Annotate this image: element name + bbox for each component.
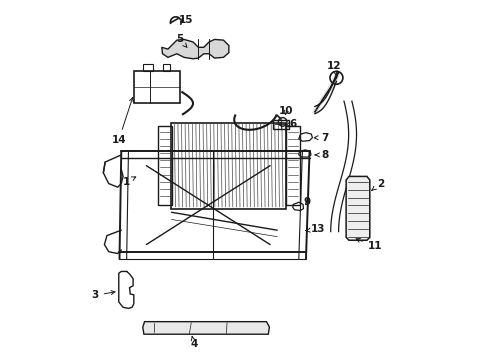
Text: 7: 7 — [314, 133, 328, 143]
Polygon shape — [143, 321, 270, 334]
Text: 9: 9 — [303, 197, 310, 207]
Bar — [273, 120, 289, 129]
Text: 8: 8 — [315, 150, 328, 160]
Text: 11: 11 — [356, 238, 382, 251]
Text: 12: 12 — [327, 61, 341, 75]
Bar — [172, 123, 286, 209]
Text: 1: 1 — [122, 177, 136, 187]
Text: 13: 13 — [306, 225, 326, 234]
Polygon shape — [346, 176, 370, 240]
Bar — [163, 64, 171, 71]
Text: 4: 4 — [191, 336, 198, 349]
Text: 6: 6 — [286, 119, 297, 129]
Bar — [158, 126, 172, 205]
Text: 2: 2 — [372, 179, 384, 190]
Text: 15: 15 — [178, 15, 193, 25]
Bar — [134, 71, 180, 103]
Text: 10: 10 — [279, 106, 294, 116]
Text: 5: 5 — [176, 35, 187, 47]
Bar — [143, 64, 153, 71]
Polygon shape — [162, 40, 229, 59]
Text: 3: 3 — [92, 291, 115, 301]
Text: 14: 14 — [111, 98, 133, 145]
Bar — [286, 126, 300, 205]
